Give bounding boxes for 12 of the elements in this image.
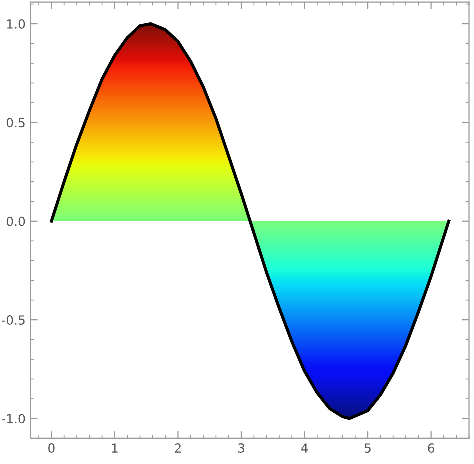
x-tick-label: 2 (175, 444, 181, 453)
y-tick-label: 1.0 (7, 20, 26, 29)
x-tick-label: 4 (301, 444, 308, 453)
y-tick-label: -0.5 (2, 316, 25, 325)
x-tick-label: 0 (48, 444, 55, 454)
x-tick-label: 3 (238, 444, 244, 454)
y-tick-label: 0.5 (6, 118, 25, 128)
y-tick-label: 0.0 (6, 216, 26, 226)
x-tick-label: 5 (365, 444, 371, 454)
x-tick-label: 6 (428, 444, 434, 454)
y-tick-label: -1.0 (2, 414, 26, 424)
x-tick-label: 1 (112, 444, 118, 453)
